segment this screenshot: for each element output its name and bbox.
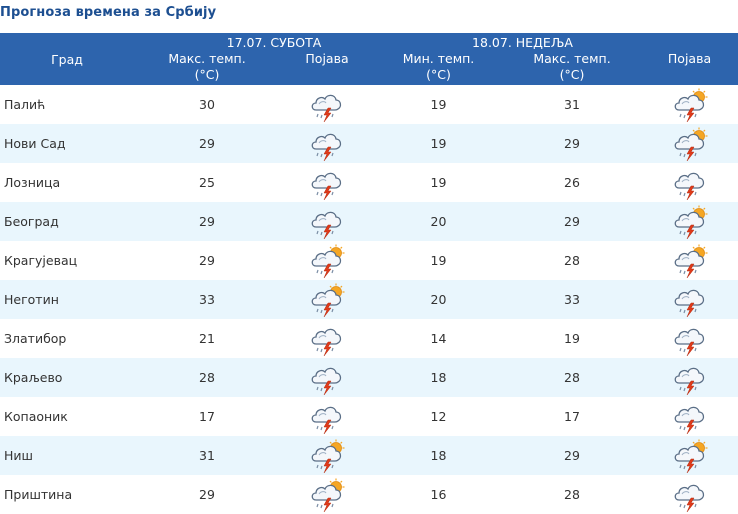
header-day2-max: Макс. темп. [503, 51, 642, 67]
header-day1-phenomenon: Појава [280, 51, 374, 67]
storm-icon [309, 322, 345, 356]
storm-icon [672, 166, 708, 200]
storm-icon [672, 322, 708, 356]
sun-storm-icon [672, 243, 708, 278]
storm-icon [309, 166, 345, 200]
day2-max-temp: 28 [503, 358, 642, 397]
header-row-columns: Макс. темп. Појава Мин. темп. Макс. темп… [0, 51, 738, 67]
header-day1-max: Макс. темп. [134, 51, 280, 67]
day1-max-temp: 17 [199, 409, 215, 424]
storm-icon [672, 400, 708, 434]
header-day2-phenomenon: Појава [641, 51, 738, 67]
day2-min-temp: 19 [430, 253, 447, 268]
day2-max-temp: 19 [564, 331, 580, 346]
day1-max-temp: 25 [199, 175, 215, 190]
table-row: Нови Сад 29 19 29 [0, 124, 738, 163]
day2-min-temp: 18 [374, 358, 503, 397]
sun-storm-icon [309, 282, 345, 317]
storm-icon [309, 88, 345, 122]
day2-min-temp: 12 [430, 409, 447, 424]
header-day2-date: 18.07. НЕДЕЉА [374, 33, 642, 51]
day2-max-temp: 33 [503, 280, 642, 319]
table-row: Крагујевац 29 19 28 [0, 241, 738, 280]
day2-max-temp: 28 [564, 253, 580, 268]
day1-max-temp: 29 [134, 202, 280, 241]
city-name: Нови Сад [0, 124, 134, 163]
day1-max-temp: 21 [199, 331, 215, 346]
day1-max-temp: 31 [134, 436, 280, 475]
table-row: Палић 30 19 31 [0, 85, 738, 124]
header-day1-max-unit: (°C) [134, 67, 280, 85]
table-row: Копаоник 17 12 17 [0, 397, 738, 436]
day2-max-temp: 31 [564, 97, 580, 112]
sun-storm-icon [672, 87, 708, 122]
day2-min-temp: 14 [430, 331, 447, 346]
city-name: Лозница [4, 175, 61, 190]
table-row: Приштина 29 16 28 [0, 475, 738, 514]
header-row-units: (°C) (°C) (°C) [0, 67, 738, 85]
sun-storm-icon [672, 438, 708, 473]
city-name: Ниш [0, 436, 134, 475]
day1-max-temp: 29 [134, 124, 280, 163]
storm-icon [309, 205, 345, 239]
table-row: Ниш 31 18 29 [0, 436, 738, 475]
day1-max-temp: 28 [134, 358, 280, 397]
city-name: Копаоник [4, 409, 68, 424]
header-city: Град [0, 33, 134, 85]
day2-max-temp: 28 [564, 487, 580, 502]
day2-min-temp: 19 [430, 97, 447, 112]
city-name: Краљево [0, 358, 134, 397]
day2-max-temp: 26 [564, 175, 580, 190]
day2-min-temp: 20 [374, 202, 503, 241]
header-day2-max-unit: (°C) [503, 67, 642, 85]
city-name: Крагујевац [4, 253, 78, 268]
city-name: Приштина [4, 487, 73, 502]
forecast-table: Град 17.07. СУБОТА 18.07. НЕДЕЉА Макс. т… [0, 33, 738, 514]
table-row: Неготин 33 20 33 [0, 280, 738, 319]
day2-max-temp: 29 [503, 202, 642, 241]
page-title: Прогноза времена за Србију [0, 5, 217, 20]
city-name: Београд [0, 202, 134, 241]
day2-min-temp: 19 [374, 124, 503, 163]
day1-max-temp: 33 [134, 280, 280, 319]
storm-icon [672, 361, 708, 395]
day2-max-temp: 29 [503, 436, 642, 475]
header-day2-min-unit: (°C) [374, 67, 503, 85]
header-row-dates: Град 17.07. СУБОТА 18.07. НЕДЕЉА [0, 33, 738, 85]
storm-icon [309, 400, 345, 434]
table-row: Лозница 25 19 26 [0, 163, 738, 202]
day1-max-temp: 30 [199, 97, 215, 112]
city-name: Палић [4, 97, 46, 112]
city-name: Неготин [0, 280, 134, 319]
storm-icon [672, 283, 708, 317]
table-row: Златибор 21 14 19 [0, 319, 738, 358]
sun-storm-icon [672, 204, 708, 239]
day2-min-temp: 18 [374, 436, 503, 475]
day2-min-temp: 20 [374, 280, 503, 319]
day2-min-temp: 16 [430, 487, 447, 502]
day1-max-temp: 29 [199, 253, 215, 268]
storm-icon [672, 478, 708, 512]
table-row: Београд 29 20 29 [0, 202, 738, 241]
day1-max-temp: 29 [199, 487, 215, 502]
header-day2-min: Мин. темп. [374, 51, 503, 67]
storm-icon [309, 127, 345, 161]
day2-max-temp: 17 [564, 409, 580, 424]
storm-icon [309, 361, 345, 395]
sun-storm-icon [309, 477, 345, 512]
sun-storm-icon [672, 126, 708, 161]
sun-storm-icon [309, 438, 345, 473]
day2-max-temp: 29 [503, 124, 642, 163]
day2-min-temp: 19 [430, 175, 447, 190]
header-day1-date: 17.07. СУБОТА [134, 33, 374, 51]
table-row: Краљево 28 18 28 [0, 358, 738, 397]
city-name: Златибор [4, 331, 67, 346]
sun-storm-icon [309, 243, 345, 278]
